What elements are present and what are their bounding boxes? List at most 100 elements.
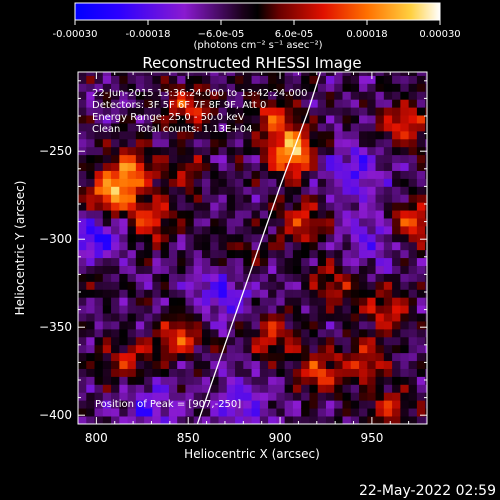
heatmap-cell — [135, 178, 145, 187]
heatmap-cell — [185, 226, 195, 235]
heatmap-cell — [259, 233, 269, 243]
heatmap-cell — [218, 297, 228, 306]
heatmap-cell — [102, 368, 112, 377]
heatmap-cell — [119, 392, 128, 401]
heatmap-cell — [416, 202, 426, 211]
heatmap-cell — [359, 99, 368, 108]
heatmap-cell — [102, 91, 112, 100]
heatmap-cell — [416, 305, 426, 314]
heatmap-cell — [185, 186, 195, 195]
heatmap-cell — [152, 376, 162, 385]
heatmap-cell — [251, 170, 261, 179]
heatmap-cell — [350, 75, 360, 84]
heatmap-cell — [375, 99, 385, 108]
heatmap-cell — [375, 313, 385, 322]
heatmap-cell — [168, 289, 178, 298]
heatmap-cell — [243, 123, 252, 132]
heatmap-cell — [168, 281, 178, 290]
heatmap-cell — [160, 170, 170, 179]
heatmap-cell — [408, 241, 418, 251]
heatmap-cell — [383, 138, 393, 148]
heatmap-cell — [235, 72, 244, 76]
heatmap-cell — [102, 72, 112, 76]
heatmap-cell — [78, 273, 87, 282]
heatmap-cell — [392, 233, 401, 243]
heatmap-cell — [383, 99, 393, 108]
heatmap-cell — [185, 107, 195, 116]
heatmap-cell — [185, 218, 195, 227]
heatmap-cell — [235, 352, 244, 362]
x-tick-label: 950 — [360, 431, 383, 445]
heatmap-cell — [94, 328, 104, 338]
heatmap-cell — [325, 400, 335, 409]
heatmap-cell — [235, 194, 244, 203]
heatmap-cell — [268, 400, 277, 409]
heatmap-cell — [177, 321, 186, 330]
heatmap-cell — [185, 368, 195, 377]
heatmap-cell — [309, 218, 319, 227]
heatmap-cell — [276, 328, 286, 338]
heatmap-cell — [177, 328, 186, 338]
heatmap-cell — [251, 83, 261, 92]
heatmap-cell — [309, 91, 319, 100]
heatmap-cell — [400, 146, 410, 156]
heatmap-cell — [350, 170, 360, 179]
heatmap-cell — [325, 408, 335, 417]
heatmap-cell — [383, 408, 393, 417]
heatmap-cell — [301, 416, 310, 424]
heatmap-cell — [301, 257, 310, 266]
heatmap-cell — [111, 202, 120, 211]
heatmap-cell — [334, 138, 343, 148]
heatmap-cell — [127, 91, 137, 100]
heatmap-cell — [317, 368, 327, 377]
heatmap-cell — [86, 360, 95, 369]
heatmap-cell — [201, 194, 211, 203]
heatmap-cell — [135, 273, 145, 282]
heatmap-cell — [127, 313, 137, 322]
heatmap-cell — [185, 344, 195, 354]
heatmap-cell — [177, 360, 186, 369]
heatmap-cell — [276, 281, 286, 290]
heatmap-cell — [111, 170, 120, 179]
heatmap-cell — [144, 408, 153, 417]
heatmap-cell — [243, 210, 252, 219]
heatmap-cell — [111, 162, 120, 171]
heatmap-cell — [193, 321, 203, 330]
heatmap-cell — [127, 146, 137, 156]
heatmap-cell — [201, 202, 211, 211]
heatmap-cell — [243, 233, 252, 243]
heatmap-cell — [259, 408, 269, 417]
heatmap-cell — [235, 360, 244, 369]
heatmap-cell — [375, 273, 385, 282]
heatmap-cell — [268, 376, 277, 385]
heatmap-cell — [111, 233, 120, 243]
heatmap-cell — [111, 107, 120, 116]
heatmap-cell — [268, 218, 277, 227]
heatmap-cell — [342, 273, 352, 282]
heatmap-cell — [268, 83, 277, 92]
heatmap-cell — [334, 107, 343, 116]
heatmap-cell — [268, 146, 277, 156]
heatmap-cell — [152, 75, 162, 84]
heatmap-cell — [284, 170, 294, 179]
y-tick-label: −400 — [39, 408, 72, 422]
heatmap-cell — [416, 336, 426, 346]
heatmap-cell — [292, 202, 302, 211]
heatmap-cell — [111, 376, 120, 385]
heatmap-cell — [301, 289, 310, 298]
heatmap-cell — [119, 194, 128, 203]
heatmap-cell — [235, 313, 244, 322]
heatmap-cell — [301, 352, 310, 362]
heatmap-cell — [119, 273, 128, 282]
heatmap-cell — [201, 344, 211, 354]
heatmap-cell — [392, 289, 401, 298]
heatmap-cell — [226, 416, 236, 424]
heatmap-cell — [243, 257, 252, 266]
heatmap-cell — [284, 241, 294, 251]
heatmap-cell — [201, 297, 211, 306]
heatmap-cell — [408, 226, 418, 235]
heatmap-cell — [367, 368, 376, 377]
heatmap-cell — [94, 392, 104, 401]
heatmap-cell — [111, 297, 120, 306]
heatmap-cell — [317, 210, 327, 219]
